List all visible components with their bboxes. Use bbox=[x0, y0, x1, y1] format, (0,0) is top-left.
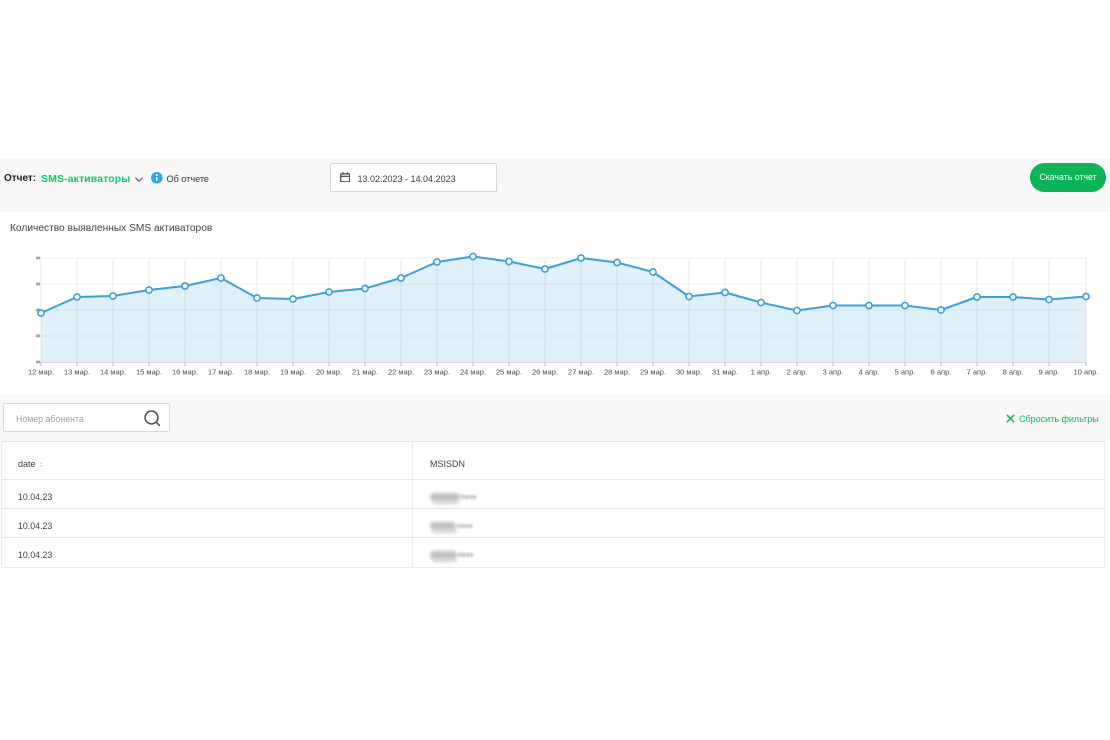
svg-text:3 апр.: 3 апр. bbox=[823, 368, 844, 377]
svg-text:13 мар.: 13 мар. bbox=[64, 368, 90, 377]
svg-text:2 апр.: 2 апр. bbox=[787, 368, 808, 377]
svg-text:9 апр.: 9 апр. bbox=[1039, 368, 1060, 377]
svg-text:8 апр.: 8 апр. bbox=[1003, 368, 1024, 377]
svg-text:10 апр.: 10 апр. bbox=[1074, 368, 1099, 377]
svg-text:25 мар.: 25 мар. bbox=[496, 368, 522, 377]
svg-text:27 мар.: 27 мар. bbox=[568, 368, 594, 377]
svg-text:14 мар.: 14 мар. bbox=[100, 368, 126, 377]
svg-text:6 апр.: 6 апр. bbox=[931, 368, 952, 377]
svg-text:17 мар.: 17 мар. bbox=[208, 368, 234, 377]
svg-text:12 мар.: 12 мар. bbox=[28, 368, 54, 377]
svg-text:20 мар.: 20 мар. bbox=[316, 368, 342, 377]
svg-text:7 апр.: 7 апр. bbox=[967, 368, 988, 377]
svg-text:22 мар.: 22 мар. bbox=[388, 368, 414, 377]
svg-text:26 мар.: 26 мар. bbox=[532, 368, 558, 377]
svg-text:30 мар.: 30 мар. bbox=[676, 368, 702, 377]
svg-text:1 апр.: 1 апр. bbox=[751, 368, 772, 377]
svg-text:18 мар.: 18 мар. bbox=[244, 368, 270, 377]
svg-text:16 мар.: 16 мар. bbox=[172, 368, 198, 377]
svg-text:28 мар.: 28 мар. bbox=[604, 368, 630, 377]
svg-text:29 мар.: 29 мар. bbox=[640, 368, 666, 377]
svg-text:15 мар.: 15 мар. bbox=[136, 368, 162, 377]
svg-text:24 мар.: 24 мар. bbox=[460, 368, 486, 377]
svg-text:19 мар.: 19 мар. bbox=[280, 368, 306, 377]
svg-text:4 апр.: 4 апр. bbox=[859, 368, 880, 377]
svg-text:21 мар.: 21 мар. bbox=[352, 368, 378, 377]
svg-text:5 апр.: 5 апр. bbox=[895, 368, 916, 377]
svg-text:23 мар.: 23 мар. bbox=[424, 368, 450, 377]
svg-text:31 мар.: 31 мар. bbox=[712, 368, 738, 377]
